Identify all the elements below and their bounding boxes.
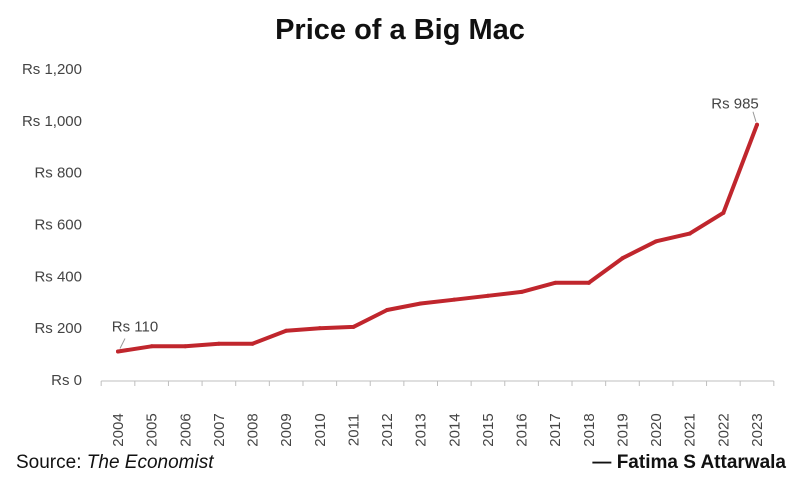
data-point [485, 293, 490, 298]
data-point [183, 344, 188, 349]
y-tick-label: Rs 600 [34, 217, 82, 234]
data-point [317, 326, 322, 331]
x-tick-label: 2019 [614, 413, 631, 446]
data-point [418, 301, 423, 306]
chart-title: Price of a Big Mac [275, 14, 525, 46]
data-point [620, 256, 625, 261]
data-point [116, 349, 120, 354]
data-point [721, 210, 726, 215]
data-label-leader [119, 338, 126, 349]
data-label: Rs 985 [711, 96, 759, 113]
data-point [755, 122, 759, 127]
data-point [216, 341, 221, 346]
x-tick-label: 2008 [245, 413, 262, 446]
data-point [586, 280, 591, 285]
data-labels: Rs 110 Rs 985 [112, 96, 759, 349]
x-tick-label: 2005 [144, 413, 161, 446]
x-tick-label: 2021 [682, 413, 699, 446]
x-tick-label: 2009 [278, 413, 295, 446]
data-label-leader [752, 111, 757, 122]
x-tick-label: 2004 [110, 413, 127, 446]
y-tick-label: Rs 400 [34, 268, 82, 285]
data-point [385, 308, 390, 313]
x-tick-label: 2018 [581, 413, 598, 446]
y-tick-label: Rs 1,200 [22, 61, 82, 78]
source-note: Source: The Economist [16, 452, 214, 474]
data-point [284, 328, 289, 333]
x-tick-label: 2013 [413, 413, 430, 446]
data-point [553, 280, 558, 285]
x-tick-label: 2010 [312, 413, 329, 446]
data-label: Rs 110 [112, 318, 158, 335]
data-point [149, 344, 154, 349]
y-tick-label: Rs 1,000 [22, 113, 82, 130]
x-tick-label: 2012 [379, 413, 396, 446]
x-tick-label: 2011 [345, 414, 362, 446]
data-point [250, 341, 255, 346]
x-tick-label: 2014 [446, 413, 463, 446]
x-tick-label: 2022 [715, 413, 732, 446]
x-tick-label: 2006 [177, 413, 194, 446]
data-point [351, 324, 356, 329]
source-label: Source: [16, 452, 87, 473]
y-tick-label: Rs 800 [34, 165, 82, 182]
data-point [452, 297, 457, 302]
x-tick-label: 2020 [648, 413, 665, 446]
x-axis: 2004 2005 2006 2007 2008 2009 2010 2011 2012 2013… [100, 381, 775, 447]
x-tick-label: 2015 [480, 413, 497, 446]
x-tick-label: 2007 [211, 413, 228, 446]
y-tick-label: Rs 0 [51, 372, 82, 389]
y-axis: Rs 0 Rs 200 Rs 400 Rs 600 Rs 800 Rs 1,000 Rs 1… [22, 61, 82, 389]
series-line [116, 122, 759, 354]
source-name: The Economist [86, 452, 214, 473]
data-point [654, 239, 659, 244]
x-tick-label: 2017 [547, 413, 564, 446]
data-point [687, 231, 692, 236]
data-point [519, 289, 524, 294]
x-tick-label: 2016 [514, 413, 531, 446]
author-credit: — Fatima S Attarwala [592, 452, 786, 473]
y-tick-label: Rs 200 [34, 320, 82, 337]
x-tick-label: 2023 [749, 413, 766, 446]
